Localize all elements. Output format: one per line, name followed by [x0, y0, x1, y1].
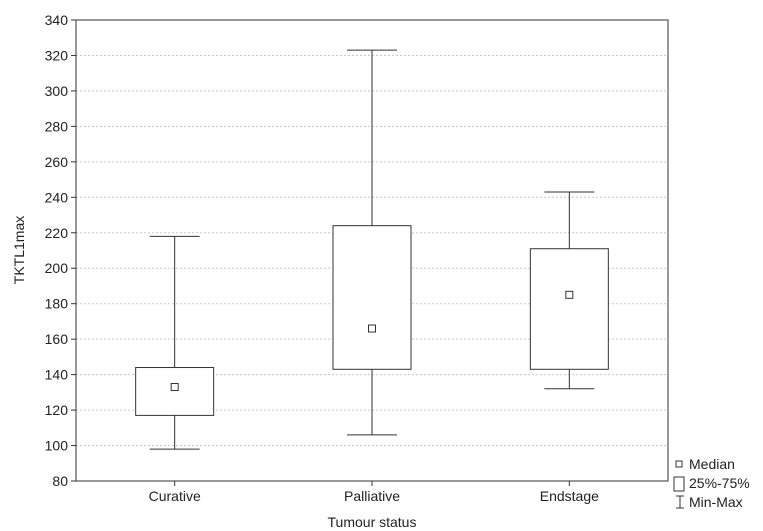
x-axis-ticks: Curative Palliative Endstage [149, 481, 599, 504]
y-tick-label: 260 [45, 154, 69, 170]
box-group [332, 49, 412, 436]
legend-whisker-label: Min-Max [689, 494, 743, 510]
y-tick-label: 340 [45, 12, 69, 28]
x-tick-label: Curative [149, 488, 201, 504]
median-marker [565, 290, 574, 299]
legend-box-label: 25%-75% [689, 475, 750, 491]
y-tick-label: 140 [45, 367, 69, 383]
legend-box-swatch [673, 476, 685, 492]
y-tick-label: 240 [45, 189, 69, 205]
y-tick-label: 80 [52, 473, 68, 489]
y-tick-label: 120 [45, 402, 69, 418]
y-tick-label: 220 [45, 225, 69, 241]
legend-median-swatch [675, 460, 683, 468]
iqr-box [529, 248, 609, 370]
iqr-box [332, 225, 412, 370]
boxes [135, 49, 609, 450]
y-tick-label: 180 [45, 296, 69, 312]
box-group [135, 235, 215, 450]
y-tick-label: 160 [45, 331, 69, 347]
box-group [529, 191, 609, 390]
y-tick-label: 320 [45, 47, 69, 63]
iqr-box [135, 367, 215, 416]
y-tick-label: 100 [45, 438, 69, 454]
x-axis-title: Tumour status [328, 514, 417, 530]
y-axis-ticks: 80 100 120 140 160 180 200 220 240 260 280 300 320 34… [45, 12, 76, 489]
x-tick-label: Endstage [540, 488, 599, 504]
legend-whisker-swatch [676, 495, 684, 509]
y-tick-label: 280 [45, 118, 69, 134]
y-tick-label: 200 [45, 260, 69, 276]
legend: Median 25%-75% Min-Max [673, 456, 750, 510]
y-axis-title: TKTL1max [11, 216, 27, 284]
x-tick-label: Palliative [344, 488, 400, 504]
y-tick-label: 300 [45, 83, 69, 99]
legend-median-label: Median [689, 456, 735, 472]
median-marker [368, 324, 376, 333]
median-marker [170, 383, 179, 392]
